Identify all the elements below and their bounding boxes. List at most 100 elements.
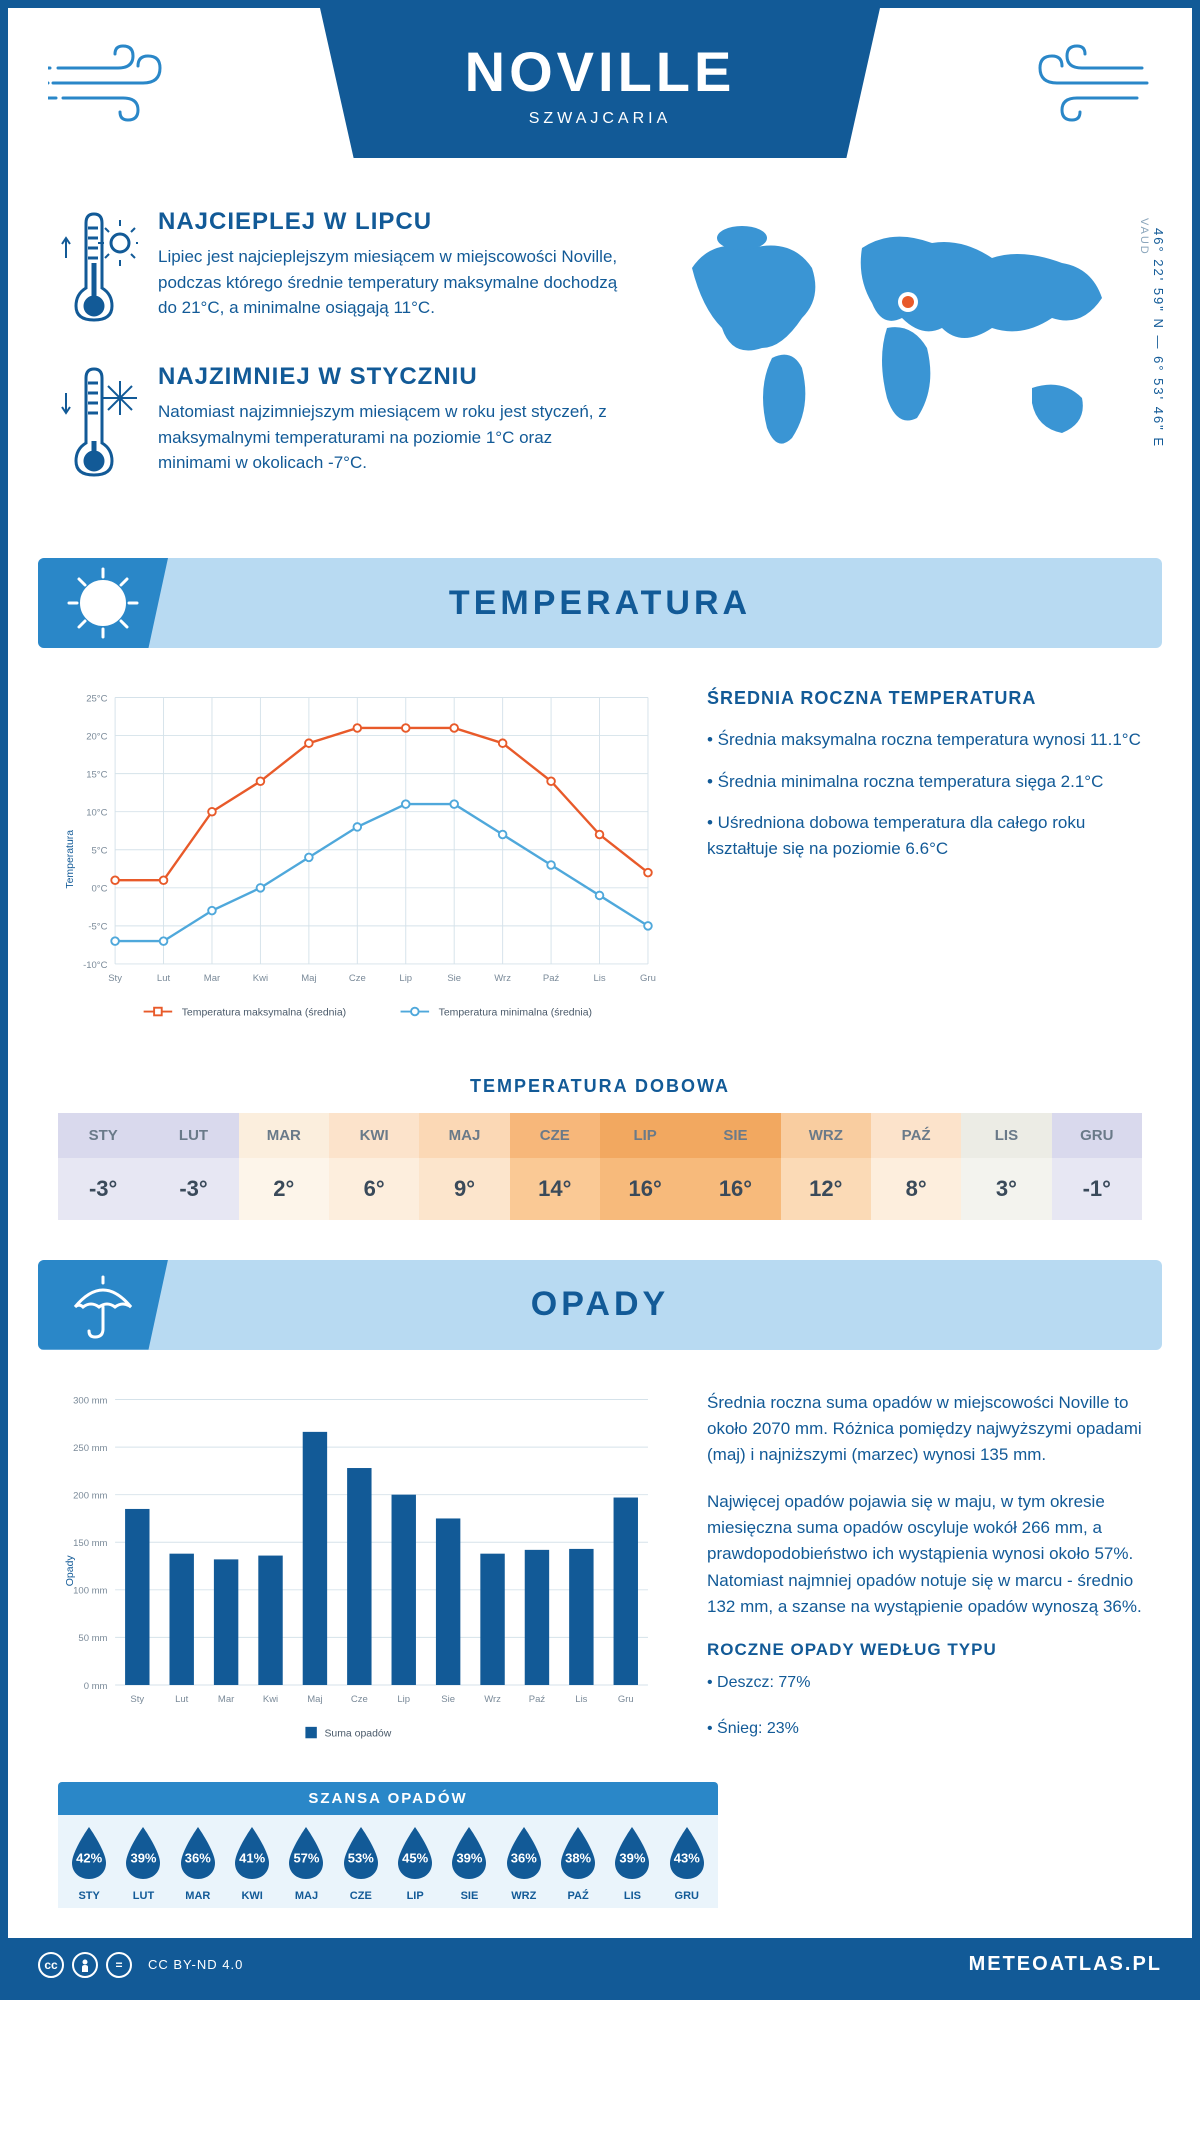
- svg-text:Lut: Lut: [175, 1694, 189, 1705]
- svg-text:50 mm: 50 mm: [78, 1633, 107, 1644]
- daily-cell: KWI6°: [329, 1113, 419, 1220]
- raindrop-icon: 41%: [229, 1825, 275, 1886]
- wind-icon: [48, 38, 178, 133]
- svg-text:Gru: Gru: [618, 1694, 634, 1705]
- page-header: NOVILLE SZWAJCARIA: [8, 8, 1192, 198]
- svg-text:150 mm: 150 mm: [73, 1538, 107, 1549]
- raindrop-icon: 36%: [501, 1825, 547, 1886]
- daily-temp-title: TEMPERATURA DOBOWA: [8, 1076, 1192, 1097]
- title-banner: NOVILLE SZWAJCARIA: [320, 8, 880, 158]
- svg-text:Cze: Cze: [351, 1694, 368, 1705]
- raindrop-icon: 39%: [609, 1825, 655, 1886]
- svg-text:Temperatura minimalna (średnia: Temperatura minimalna (średnia): [439, 1007, 592, 1018]
- daily-cell: LIP16°: [600, 1113, 690, 1220]
- chance-cell: 39%LUT: [116, 1825, 170, 1902]
- temperature-line-chart: -10°C-5°C0°C5°C10°C15°C20°C25°CStyLutMar…: [58, 688, 667, 1036]
- thermometer-cold-icon: [58, 363, 138, 488]
- svg-text:Suma opadów: Suma opadów: [324, 1728, 391, 1739]
- svg-text:Wrz: Wrz: [494, 973, 511, 984]
- svg-text:Maj: Maj: [307, 1694, 322, 1705]
- temperature-section-banner: TEMPERATURA: [38, 558, 1162, 648]
- temperature-section-title: TEMPERATURA: [449, 584, 751, 623]
- raindrop-icon: 39%: [446, 1825, 492, 1886]
- svg-text:15°C: 15°C: [86, 769, 107, 780]
- svg-text:Lis: Lis: [593, 973, 605, 984]
- svg-text:20°C: 20°C: [86, 731, 107, 742]
- svg-text:Sie: Sie: [441, 1694, 455, 1705]
- region-label: VAUD: [1138, 218, 1150, 256]
- daily-cell: STY-3°: [58, 1113, 148, 1220]
- svg-text:0 mm: 0 mm: [84, 1680, 108, 1691]
- svg-text:Mar: Mar: [204, 973, 220, 984]
- svg-text:Lip: Lip: [399, 973, 412, 984]
- svg-text:0°C: 0°C: [92, 884, 108, 895]
- svg-text:Paź: Paź: [543, 973, 560, 984]
- temp-info-bullet: • Średnia minimalna roczna temperatura s…: [707, 769, 1142, 795]
- svg-text:100 mm: 100 mm: [73, 1585, 107, 1596]
- svg-text:300 mm: 300 mm: [73, 1395, 107, 1406]
- chance-cell: 53%CZE: [334, 1825, 388, 1902]
- wind-icon: [1022, 38, 1152, 133]
- coordinates-label: 46° 22' 59" N — 6° 53' 46" E: [1151, 228, 1166, 448]
- coldest-text: Natomiast najzimniejszym miesiącem w rok…: [158, 399, 622, 476]
- daily-temp-table: STY-3°LUT-3°MAR2°KWI6°MAJ9°CZE14°LIP16°S…: [58, 1113, 1142, 1220]
- precipitation-section-banner: OPADY: [38, 1260, 1162, 1350]
- chance-cell: 39%SIE: [442, 1825, 496, 1902]
- svg-text:10°C: 10°C: [86, 808, 107, 819]
- warmest-text: Lipiec jest najcieplejszym miesiącem w m…: [158, 244, 622, 321]
- precip-info-paragraph: Najwięcej opadów pojawia się w maju, w t…: [707, 1489, 1142, 1621]
- svg-text:-5°C: -5°C: [88, 922, 107, 933]
- daily-cell: GRU-1°: [1052, 1113, 1142, 1220]
- svg-text:Maj: Maj: [301, 973, 316, 984]
- svg-text:25°C: 25°C: [86, 693, 107, 704]
- svg-text:Kwi: Kwi: [263, 1694, 278, 1705]
- daily-cell: LIS3°: [961, 1113, 1051, 1220]
- precip-type-title: ROCZNE OPADY WEDŁUG TYPU: [707, 1640, 1142, 1660]
- svg-text:200 mm: 200 mm: [73, 1490, 107, 1501]
- temp-info-bullet: • Uśredniona dobowa temperatura dla całe…: [707, 810, 1142, 861]
- svg-text:Kwi: Kwi: [253, 973, 268, 984]
- raindrop-icon: 39%: [120, 1825, 166, 1886]
- raindrop-icon: 53%: [338, 1825, 384, 1886]
- rain-chance-table: SZANSA OPADÓW 42%STY 39%LUT 36%MAR 41%KW…: [58, 1782, 718, 1908]
- umbrella-icon: [38, 1260, 168, 1350]
- svg-text:Wrz: Wrz: [484, 1694, 501, 1705]
- svg-text:Temperatura maksymalna (średni: Temperatura maksymalna (średnia): [182, 1007, 346, 1018]
- svg-text:Temperatura: Temperatura: [65, 830, 76, 889]
- license-badges: cc = CC BY-ND 4.0: [38, 1952, 243, 1978]
- raindrop-icon: 42%: [66, 1825, 112, 1886]
- warmest-title: NAJCIEPLEJ W LIPCU: [158, 208, 622, 236]
- coldest-title: NAJZIMNIEJ W STYCZNIU: [158, 363, 622, 391]
- raindrop-icon: 36%: [175, 1825, 221, 1886]
- svg-text:Paź: Paź: [529, 1694, 546, 1705]
- svg-text:250 mm: 250 mm: [73, 1442, 107, 1453]
- cc-icon: cc: [38, 1952, 64, 1978]
- svg-text:Sie: Sie: [447, 973, 461, 984]
- footer-brand: METEOATLAS.PL: [969, 1953, 1162, 1976]
- chance-cell: 36%MAR: [171, 1825, 225, 1902]
- precip-info-paragraph: Średnia roczna suma opadów w miejscowośc…: [707, 1390, 1142, 1469]
- chance-cell: 36%WRZ: [497, 1825, 551, 1902]
- daily-cell: MAR2°: [239, 1113, 329, 1220]
- precipitation-section-title: OPADY: [531, 1285, 669, 1324]
- daily-cell: LUT-3°: [148, 1113, 238, 1220]
- svg-text:Sty: Sty: [130, 1694, 144, 1705]
- svg-text:Mar: Mar: [218, 1694, 234, 1705]
- warmest-fact: NAJCIEPLEJ W LIPCU Lipiec jest najcieple…: [58, 208, 622, 333]
- precipitation-bar-chart: 0 mm50 mm100 mm150 mm200 mm250 mm300 mmO…: [58, 1390, 667, 1762]
- chance-cell: 39%LIS: [605, 1825, 659, 1902]
- daily-cell: PAŹ8°: [871, 1113, 961, 1220]
- sun-icon: [38, 558, 168, 648]
- temp-info-title: ŚREDNIA ROCZNA TEMPERATURA: [707, 688, 1142, 709]
- page-subtitle: SZWAJCARIA: [529, 110, 672, 128]
- chance-cell: 43%GRU: [660, 1825, 714, 1902]
- svg-text:Cze: Cze: [349, 973, 366, 984]
- by-icon: [72, 1952, 98, 1978]
- location-marker: [898, 292, 918, 312]
- chance-cell: 41%KWI: [225, 1825, 279, 1902]
- page-footer: cc = CC BY-ND 4.0 METEOATLAS.PL: [8, 1938, 1192, 1992]
- svg-text:Sty: Sty: [108, 973, 122, 984]
- svg-text:-10°C: -10°C: [83, 960, 108, 971]
- precip-type-snow: • Śnieg: 23%: [707, 1716, 1142, 1742]
- chance-cell: 38%PAŹ: [551, 1825, 605, 1902]
